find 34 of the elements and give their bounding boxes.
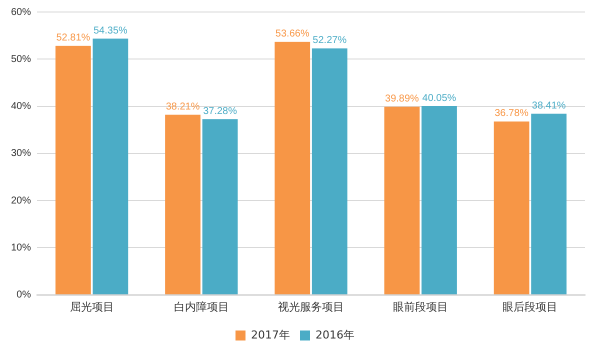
x-tick-label: 眼后段项目: [502, 300, 558, 314]
bar: [55, 46, 91, 294]
y-tick-label: 0%: [16, 290, 32, 301]
x-tick-label: 眼前段项目: [393, 300, 448, 314]
bar: [531, 114, 567, 294]
y-tick-label: 50%: [11, 54, 32, 65]
y-tick-label: 20%: [11, 195, 32, 206]
bar: [384, 106, 420, 294]
data-label: 36.78%: [494, 108, 529, 120]
y-tick-label: 40%: [11, 101, 32, 112]
data-label: 38.41%: [532, 100, 566, 112]
data-label: 52.81%: [56, 32, 90, 44]
x-tick-label: 视光服务项目: [278, 300, 344, 314]
data-label: 40.05%: [422, 92, 456, 104]
data-label: 38.21%: [166, 101, 200, 112]
bar: [202, 119, 238, 294]
bar: [312, 48, 348, 294]
y-tick-label: 30%: [11, 148, 32, 160]
data-label: 37.28%: [203, 106, 238, 117]
data-label: 53.66%: [275, 28, 310, 40]
x-tick-label: 屈光项目: [70, 300, 114, 314]
data-label: 39.89%: [385, 94, 420, 105]
y-tick-label: 60%: [11, 6, 32, 18]
bar: [274, 42, 310, 294]
bar: [165, 114, 200, 294]
y-tick-label: 10%: [11, 242, 32, 254]
data-label: 54.35%: [93, 25, 128, 36]
bar: [422, 106, 457, 294]
bar: [92, 38, 128, 294]
legend-label: 2017年: [251, 328, 290, 342]
x-tick-label: 白内障项目: [174, 300, 229, 314]
legend-label: 2016年: [316, 328, 354, 342]
data-label: 52.27%: [312, 35, 347, 46]
bar: [494, 121, 530, 294]
